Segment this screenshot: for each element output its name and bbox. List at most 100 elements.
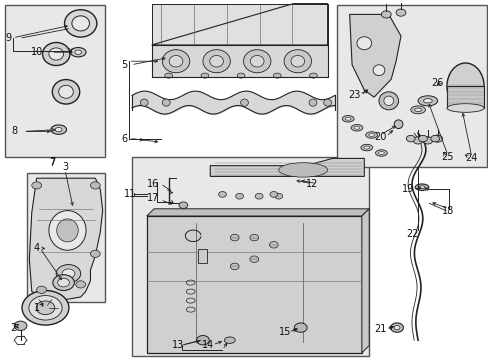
Polygon shape [146,216,361,353]
Ellipse shape [140,99,148,106]
Ellipse shape [375,150,386,156]
Ellipse shape [56,265,81,283]
Ellipse shape [274,193,282,199]
Ellipse shape [209,55,223,67]
Ellipse shape [51,125,66,134]
Ellipse shape [345,117,350,120]
Polygon shape [361,209,368,353]
Text: 13: 13 [172,340,184,350]
Text: 21: 21 [373,324,386,334]
Ellipse shape [62,269,75,278]
Ellipse shape [446,104,483,112]
Ellipse shape [423,99,431,103]
Ellipse shape [169,55,183,67]
Polygon shape [146,209,368,216]
Ellipse shape [350,125,362,131]
Text: 1: 1 [34,303,40,313]
Ellipse shape [32,182,41,189]
Ellipse shape [360,144,372,151]
Ellipse shape [368,134,374,136]
Text: 9: 9 [6,33,12,43]
Text: 7: 7 [50,157,56,167]
Ellipse shape [249,234,258,241]
Ellipse shape [309,73,317,78]
Ellipse shape [162,99,170,106]
Ellipse shape [395,9,405,16]
Text: 5: 5 [122,60,127,70]
Text: 2: 2 [11,323,17,333]
Ellipse shape [323,99,331,106]
Ellipse shape [224,337,235,343]
Ellipse shape [342,116,353,122]
Ellipse shape [240,99,248,106]
Text: 17: 17 [146,193,159,203]
Ellipse shape [255,193,263,199]
Ellipse shape [49,211,86,250]
Bar [446,86,483,108]
Ellipse shape [196,336,209,345]
Ellipse shape [308,99,316,106]
Ellipse shape [273,73,281,78]
Ellipse shape [353,126,359,129]
Ellipse shape [381,11,390,18]
Ellipse shape [414,184,428,190]
Text: 26: 26 [430,78,443,88]
Ellipse shape [432,135,442,142]
Ellipse shape [269,242,278,248]
Ellipse shape [57,219,78,242]
Ellipse shape [410,106,425,114]
Ellipse shape [249,256,258,262]
Ellipse shape [22,291,69,325]
Ellipse shape [243,50,270,73]
Ellipse shape [284,50,311,73]
Bar [337,5,486,167]
Ellipse shape [393,120,402,129]
Ellipse shape [422,137,432,144]
Ellipse shape [269,192,277,197]
Ellipse shape [203,50,230,73]
Ellipse shape [49,48,63,60]
Ellipse shape [430,135,439,142]
Ellipse shape [250,55,264,67]
Ellipse shape [59,85,73,98]
Text: 24: 24 [465,153,477,163]
Ellipse shape [294,323,306,332]
Ellipse shape [356,37,371,50]
Text: 25: 25 [441,152,453,162]
Ellipse shape [230,263,239,270]
Ellipse shape [390,323,403,332]
Bar [132,157,368,356]
Ellipse shape [14,321,27,330]
Text: 12: 12 [305,179,318,189]
Ellipse shape [393,325,399,330]
Ellipse shape [70,48,86,57]
Ellipse shape [446,63,483,110]
Ellipse shape [235,193,243,199]
Ellipse shape [378,92,398,110]
Ellipse shape [412,137,422,144]
Text: 23: 23 [347,90,360,100]
Text: 3: 3 [62,162,68,172]
Ellipse shape [72,16,89,31]
Text: 20: 20 [373,132,386,142]
Text: 22: 22 [405,229,418,239]
Ellipse shape [372,65,384,76]
Text: 10: 10 [30,47,43,57]
Ellipse shape [75,50,81,54]
Ellipse shape [55,127,62,132]
Ellipse shape [230,234,239,241]
Text: 6: 6 [122,134,127,144]
Ellipse shape [29,296,62,320]
Text: 16: 16 [146,179,159,189]
Ellipse shape [201,73,208,78]
Ellipse shape [36,301,55,315]
Polygon shape [151,45,327,77]
Ellipse shape [378,152,384,154]
Ellipse shape [237,73,244,78]
Ellipse shape [164,73,172,78]
Ellipse shape [278,163,327,177]
Bar [198,249,206,263]
Ellipse shape [414,108,421,112]
Text: 15: 15 [278,327,291,337]
Ellipse shape [162,50,189,73]
